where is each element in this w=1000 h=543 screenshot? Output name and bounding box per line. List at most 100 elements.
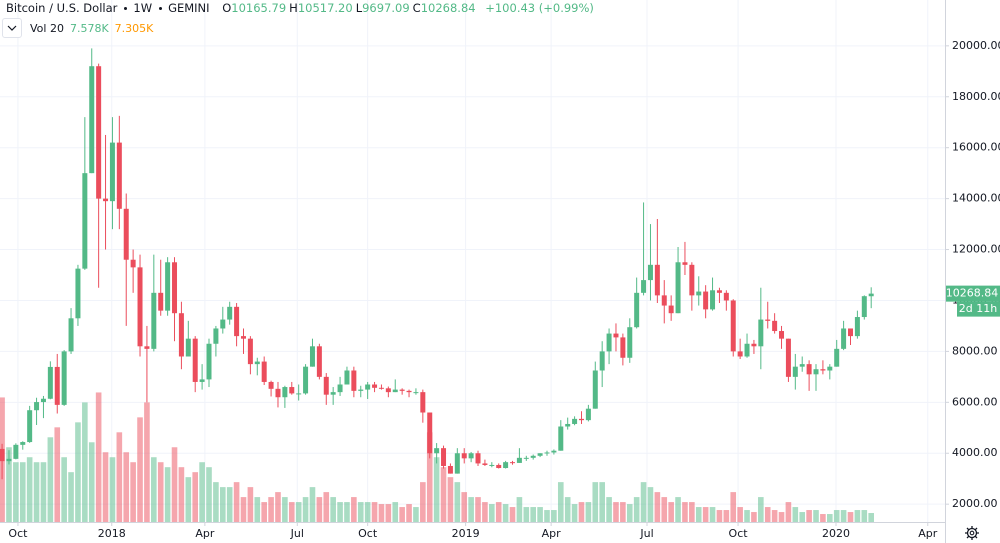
volume-bar xyxy=(323,492,330,522)
candle-body xyxy=(599,351,605,371)
candle-body xyxy=(696,291,702,296)
y-tick-label: 2000.00 xyxy=(952,497,998,510)
candle-body xyxy=(510,462,516,464)
candle-body xyxy=(158,292,164,311)
candle-body xyxy=(323,376,329,395)
volume-bar xyxy=(571,504,578,522)
candle-body xyxy=(482,463,488,465)
interval[interactable]: 1W xyxy=(133,1,153,15)
candle-body xyxy=(716,290,722,293)
candle-body xyxy=(213,328,219,344)
volume-bar xyxy=(371,502,378,522)
volume-bar xyxy=(758,497,764,522)
volume-bar xyxy=(378,504,385,522)
volume-bar xyxy=(751,512,757,522)
candle-body xyxy=(661,295,667,306)
y-tick-label: 6000.00 xyxy=(952,395,998,408)
ohlc-value: 10517.20 xyxy=(297,1,353,15)
candle-body xyxy=(454,453,460,474)
candle-body xyxy=(841,328,847,349)
ohlc-value: 10268.84 xyxy=(420,1,476,15)
volume-legend: Vol 20 7.578K 7.305K xyxy=(2,18,159,38)
volume-bar xyxy=(413,507,419,522)
candle-body xyxy=(13,444,19,459)
candle-body xyxy=(47,366,53,399)
y-tick-label: 20000.00 xyxy=(952,39,1000,52)
volume-bar xyxy=(164,467,171,522)
volume-bar xyxy=(102,452,109,522)
candle-body xyxy=(385,388,391,393)
candle-body xyxy=(827,366,833,371)
x-tick-label: Apr xyxy=(195,527,215,540)
candle-body xyxy=(544,452,550,454)
candle-body xyxy=(537,453,543,456)
candle-body xyxy=(34,402,40,411)
candle-body xyxy=(772,320,778,332)
candle-body xyxy=(730,300,736,352)
candle-body xyxy=(813,369,819,375)
candle-body xyxy=(765,319,771,321)
collapse-button[interactable] xyxy=(2,18,22,38)
volume-bar xyxy=(192,472,199,522)
volume-bar xyxy=(785,502,792,522)
candle-body xyxy=(199,379,205,382)
volume-bar xyxy=(75,422,81,522)
candle-body xyxy=(820,369,826,371)
volume-bar xyxy=(116,432,123,522)
volume-bar xyxy=(626,504,633,522)
candle-body xyxy=(551,450,557,453)
candle-body xyxy=(351,370,357,391)
candle-body xyxy=(365,384,371,390)
volume-bar xyxy=(123,452,130,522)
candle-body xyxy=(792,366,798,377)
symbol[interactable]: Bitcoin / U.S. Dollar xyxy=(6,1,118,15)
candle-body xyxy=(123,208,129,260)
volume-bar xyxy=(454,482,461,522)
candle-body xyxy=(461,453,467,459)
volume-bar xyxy=(157,462,164,522)
volume-bar xyxy=(613,502,619,522)
candle-body xyxy=(82,173,88,269)
candle-body xyxy=(61,351,67,405)
candle-body xyxy=(861,296,867,318)
volume-bar xyxy=(578,502,585,522)
volume-bar xyxy=(530,507,537,522)
volume-bar xyxy=(820,514,826,522)
candle-body xyxy=(613,333,619,338)
x-tick-label: Apr xyxy=(542,527,562,540)
volume-bar xyxy=(557,482,564,522)
separator xyxy=(159,7,163,10)
candle-body xyxy=(413,392,419,394)
volume-bar xyxy=(647,487,654,522)
volume-bar xyxy=(247,487,254,522)
volume-bar xyxy=(19,462,26,522)
volume-bar xyxy=(868,513,874,522)
candle-body xyxy=(68,318,74,352)
candle-body xyxy=(834,348,840,367)
candle-body xyxy=(337,384,343,393)
candle-body xyxy=(516,457,522,463)
y-tick-label: 12000.00 xyxy=(952,243,1000,256)
volume-bar xyxy=(13,462,19,522)
volume-bar xyxy=(330,497,336,522)
volume-bar xyxy=(654,492,661,522)
volume-bar xyxy=(730,492,737,522)
candle-body xyxy=(358,389,364,391)
candle-body xyxy=(89,66,95,174)
volume-bar xyxy=(151,457,157,522)
candle-body xyxy=(378,387,384,389)
candle-body xyxy=(40,398,46,403)
volume-bar xyxy=(406,504,412,522)
y-tick-label: 18000.00 xyxy=(952,90,1000,103)
candle-body xyxy=(206,343,212,380)
volume-bar xyxy=(199,462,205,522)
candle-body xyxy=(627,327,633,358)
volume-bar xyxy=(433,457,440,522)
candle-body xyxy=(854,317,860,337)
x-tick-label: 2018 xyxy=(98,527,126,540)
x-tick-label: Oct xyxy=(358,527,378,540)
volume-bar xyxy=(309,487,316,522)
volume-bar xyxy=(854,510,861,522)
volume-bar xyxy=(261,502,267,522)
settings-icon[interactable] xyxy=(965,526,979,540)
